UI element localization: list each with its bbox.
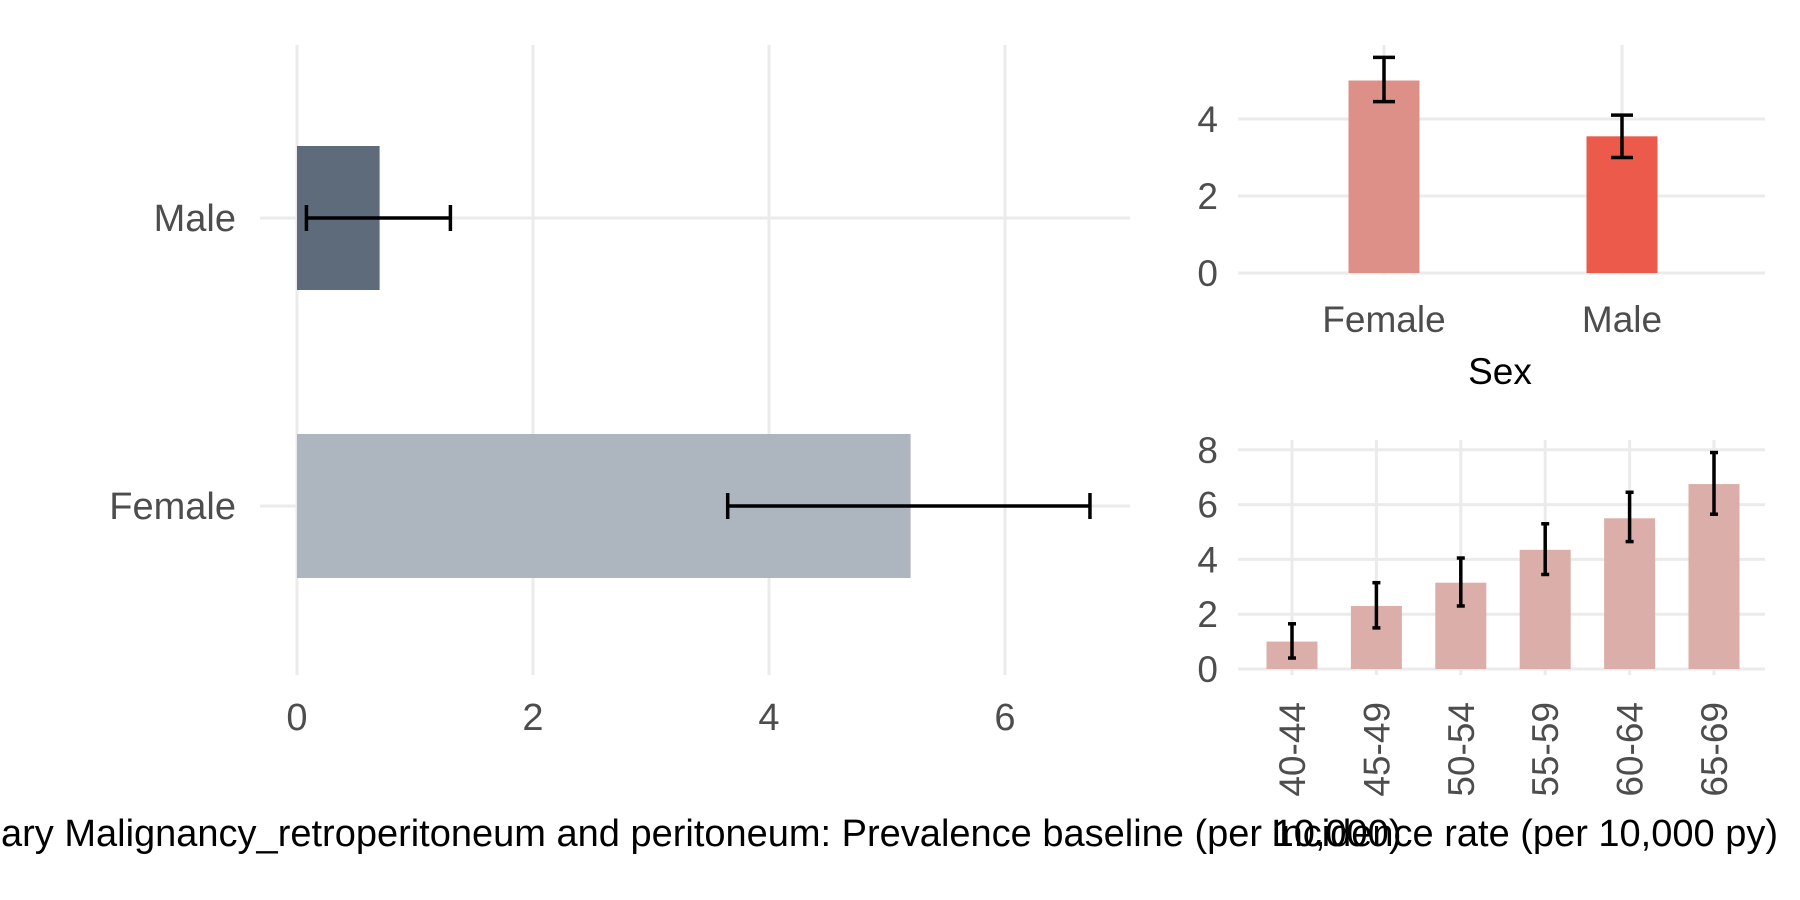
y-tick-label: 0	[1197, 253, 1218, 294]
error-bar-age-55-59	[1541, 522, 1550, 577]
x-tick-label: Male	[1582, 299, 1662, 340]
y-tick-label: 4	[1197, 99, 1218, 140]
prevalence-axis-title: ary Malignancy_retroperitoneum and perit…	[1, 813, 1401, 855]
error-bar-age-40-44	[1288, 622, 1296, 660]
x-tick-label: 0	[286, 697, 307, 739]
x-tick-label: 65-69	[1694, 702, 1735, 797]
y-tick-label: Female	[109, 486, 236, 528]
y-tick-label: 4	[1197, 539, 1218, 580]
x-tick-label: 50-54	[1441, 702, 1482, 797]
error-bar-age-65-69	[1710, 450, 1718, 516]
sex-incidence-panel: 0 2 4 Female Male	[1197, 45, 1765, 340]
y-tick-label: 0	[1197, 649, 1218, 690]
error-bar-age-45-49	[1372, 580, 1381, 630]
axis-titles: ary Malignancy_retroperitoneum and perit…	[1, 351, 1778, 855]
y-tick-label: Male	[154, 198, 236, 240]
y-tick-label: 6	[1197, 485, 1218, 526]
error-bar-age-50-54	[1456, 556, 1465, 608]
x-tick-label: Female	[1322, 299, 1445, 340]
error-bar-female	[1373, 55, 1395, 104]
y-tick-label: 2	[1197, 594, 1218, 635]
x-tick-label: 6	[994, 697, 1015, 739]
sex-axis-title: Sex	[1468, 351, 1532, 392]
x-tick-label: 4	[758, 697, 779, 739]
error-bar-age-60-64	[1625, 490, 1634, 544]
bar-age-60-64	[1604, 518, 1656, 669]
error-bar-male	[304, 205, 453, 231]
x-tick-label: 55-59	[1525, 702, 1566, 797]
incidence-axis-title: Incidence rate (per 10,000 py)	[1271, 813, 1778, 855]
x-tick-label: 40-44	[1272, 702, 1313, 797]
prevalence-panel: Male Female 0 2 4 6	[109, 45, 1130, 739]
bar-female	[1348, 80, 1420, 273]
age-incidence-panel: 0 2 4 6 8 40-44 45-49 50-54 55-59 60-64 65-69	[1197, 430, 1765, 797]
error-bar-female	[725, 493, 1092, 519]
y-tick-label: 2	[1197, 176, 1218, 217]
x-tick-label: 60-64	[1610, 702, 1651, 797]
x-tick-label: 45-49	[1356, 702, 1397, 797]
error-bar-male	[1611, 113, 1633, 160]
x-tick-label: 2	[522, 697, 543, 739]
y-tick-label: 8	[1197, 430, 1218, 471]
